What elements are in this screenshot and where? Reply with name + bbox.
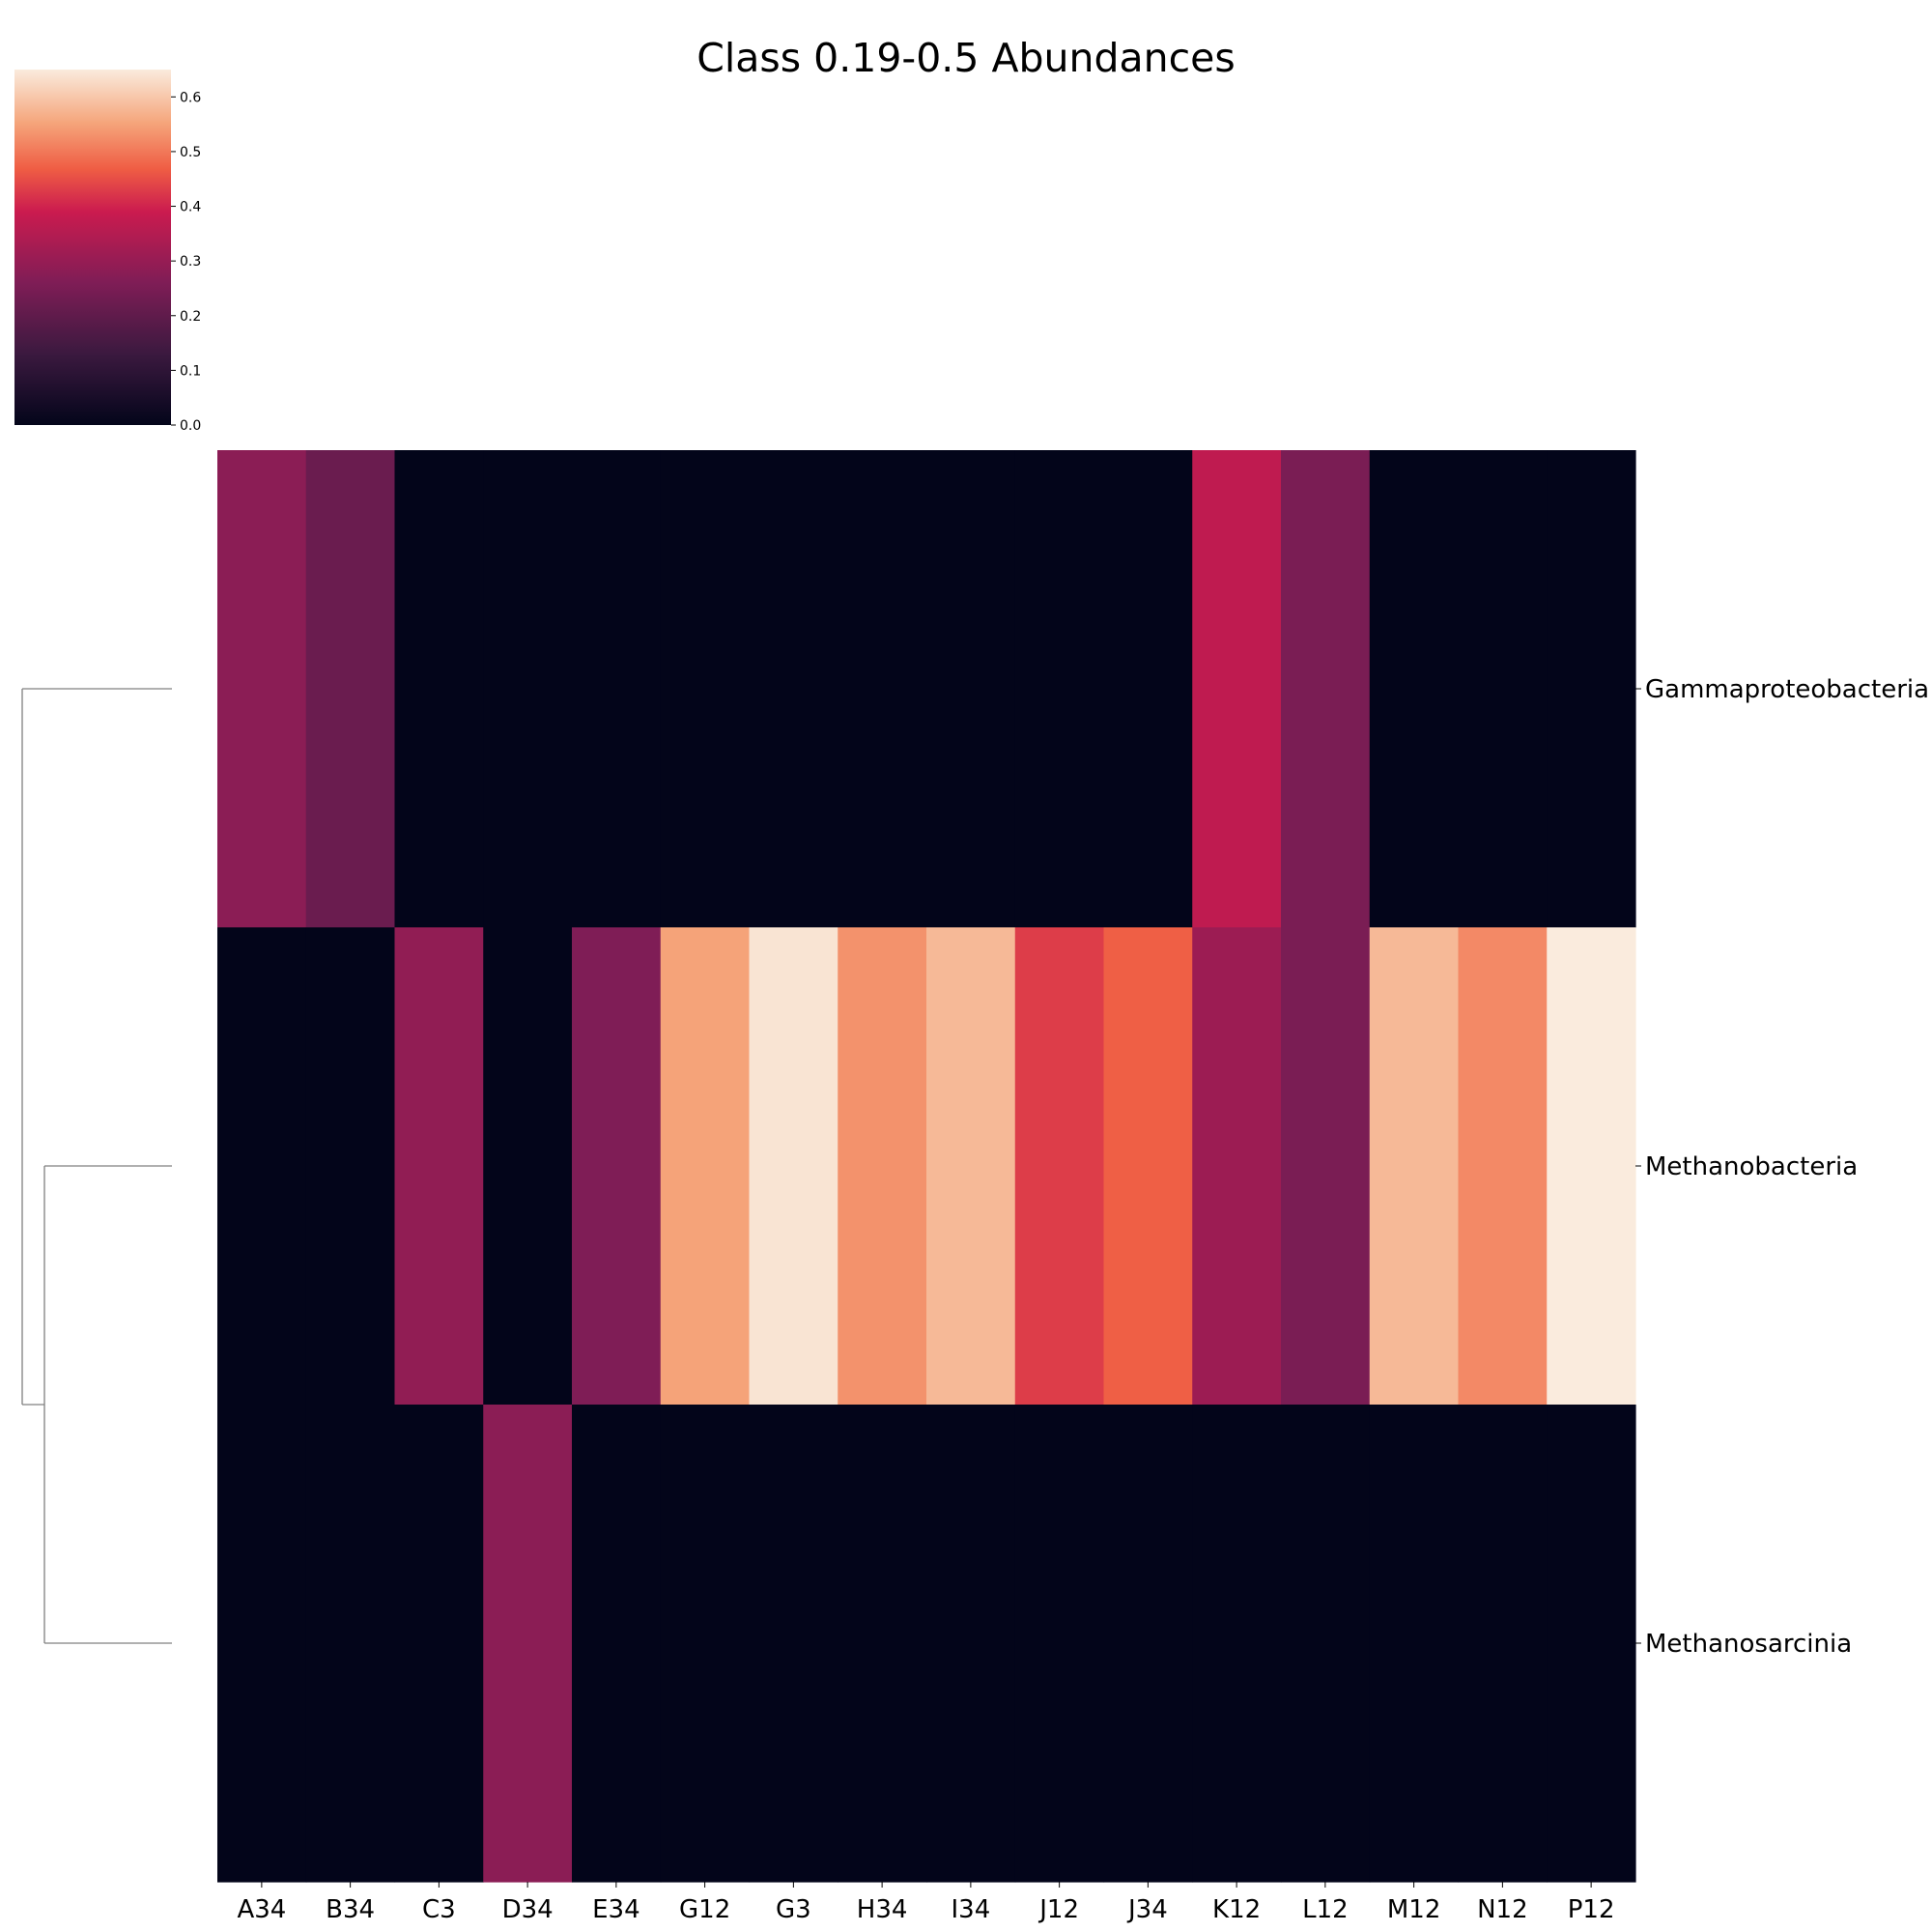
heatmap-grid — [217, 450, 1636, 1883]
heatmap-cell — [1192, 927, 1282, 1406]
heatmap-cell — [749, 1405, 838, 1883]
column-label: P12 — [1568, 1895, 1615, 1924]
row-label: Methanosarcinia — [1645, 1630, 1852, 1659]
colorbar-tick-label: 0.6 — [180, 90, 201, 105]
heatmap-cell — [483, 927, 573, 1406]
heatmap-cell — [838, 927, 927, 1406]
heatmap-cell — [217, 1405, 307, 1883]
colorbar: 0.0 0.1 0.2 0.3 0.4 0.5 0.6 — [14, 70, 201, 434]
heatmap-cell — [217, 927, 307, 1406]
heatmap-cell — [749, 450, 838, 928]
column-label: L12 — [1302, 1895, 1349, 1924]
colorbar-tick-label: 0.0 — [180, 418, 201, 434]
colorbar-tick-label: 0.3 — [180, 254, 201, 270]
colorbar-gradient — [14, 70, 171, 425]
row-dendrogram — [21, 688, 172, 1644]
heatmap-cell — [394, 450, 484, 928]
column-label: K12 — [1212, 1895, 1261, 1924]
heatmap-cell — [483, 1405, 573, 1883]
column-label: G12 — [679, 1895, 730, 1924]
heatmap-cell — [305, 927, 396, 1406]
column-label: M12 — [1387, 1895, 1441, 1924]
heatmap-cell — [394, 1405, 484, 1883]
heatmap-cell — [572, 450, 662, 928]
heatmap-cell — [1014, 927, 1105, 1406]
heatmap-cell — [1458, 450, 1548, 928]
heatmap-cell — [483, 450, 573, 928]
heatmap-cell — [572, 1405, 662, 1883]
row-labels: Gammaproteobacteria Methanobacteria Methan… — [1635, 675, 1929, 1659]
heatmap-cell — [660, 927, 751, 1406]
heatmap-cell — [660, 1405, 751, 1883]
column-label: J12 — [1037, 1895, 1079, 1924]
column-label: A34 — [237, 1895, 286, 1924]
column-labels: A34 B34 C3 D34 E34 G12 G3 H34 I34 J12 J34 K12 L12 M12… — [237, 1882, 1615, 1924]
heatmap-cell — [1103, 450, 1193, 928]
heatmap-cell — [1281, 927, 1371, 1406]
heatmap-cell — [1192, 1405, 1282, 1883]
heatmap-cell — [838, 450, 927, 928]
heatmap-cell — [1458, 1405, 1548, 1883]
column-label: J34 — [1126, 1895, 1168, 1924]
heatmap-cell — [1014, 450, 1105, 928]
heatmap-cell — [660, 450, 751, 928]
heatmap-cell — [1192, 450, 1282, 928]
column-label: E34 — [592, 1895, 640, 1924]
heatmap-cell — [926, 1405, 1016, 1883]
heatmap-cell — [1369, 450, 1460, 928]
heatmap-cell — [1103, 927, 1193, 1406]
row-label: Gammaproteobacteria — [1645, 675, 1929, 704]
colorbar-tick-label: 0.4 — [180, 200, 201, 215]
heatmap-cell — [394, 927, 484, 1406]
heatmap-cell — [749, 927, 838, 1406]
heatmap-cell — [1369, 1405, 1460, 1883]
heatmap-cell — [1103, 1405, 1193, 1883]
heatmap-cell — [926, 450, 1016, 928]
heatmap-cell — [838, 1405, 927, 1883]
colorbar-tick-label: 0.2 — [180, 309, 201, 325]
heatmap-cell — [217, 450, 307, 928]
colorbar-tick-label: 0.1 — [180, 363, 201, 379]
column-label: D34 — [502, 1895, 554, 1924]
heatmap-cell — [572, 927, 662, 1406]
column-label: C3 — [422, 1895, 456, 1924]
heatmap-cell — [1458, 927, 1548, 1406]
column-label: G3 — [776, 1895, 811, 1924]
column-label: I34 — [951, 1895, 990, 1924]
heatmap-cell — [1281, 450, 1371, 928]
row-label: Methanobacteria — [1645, 1152, 1858, 1181]
column-label: N12 — [1477, 1895, 1528, 1924]
heatmap-cell — [1281, 1405, 1371, 1883]
heatmap-cell — [1369, 927, 1460, 1406]
colorbar-tick-label: 0.5 — [180, 145, 201, 160]
heatmap-cell — [305, 450, 396, 928]
chart-title: Class 0.19-0.5 Abundances — [696, 35, 1236, 81]
heatmap-cell — [1547, 927, 1636, 1406]
heatmap-cell — [1547, 1405, 1636, 1883]
column-label: B34 — [326, 1895, 375, 1924]
heatmap-cell — [1547, 450, 1636, 928]
heatmap-cell — [305, 1405, 396, 1883]
heatmap-cell — [926, 927, 1016, 1406]
heatmap-cell — [1014, 1405, 1105, 1883]
column-label: H34 — [857, 1895, 908, 1924]
